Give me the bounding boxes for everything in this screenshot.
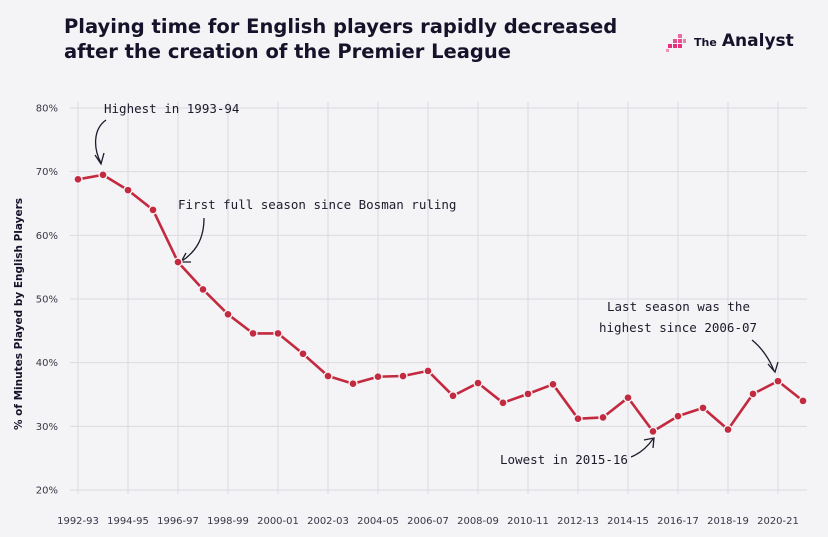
grid (70, 102, 807, 494)
data-point (323, 371, 333, 381)
data-point (548, 379, 558, 390)
annotation-last-season-2: highest since 2006-07 (599, 320, 757, 335)
data-point (598, 412, 608, 423)
arrow-head-lowest (643, 437, 655, 449)
chart-title-line-1: Playing time for English players rapidly… (64, 15, 618, 38)
y-tick-label: 60% (36, 231, 58, 242)
data-point (523, 389, 533, 399)
x-tick-label: 2016-17 (657, 516, 699, 527)
data-point (648, 426, 658, 437)
data-point (248, 328, 258, 339)
data-point (298, 349, 308, 359)
y-tick-label: 80% (36, 104, 58, 115)
x-tick-label: 2000-01 (257, 516, 299, 527)
logo-analyst: Analyst (721, 31, 794, 51)
data-point (73, 174, 83, 185)
chart-title: Playing time for English players rapidly… (64, 14, 617, 64)
data-point (173, 257, 183, 267)
x-tick-label: 1998-99 (207, 516, 249, 527)
annotation-last-season-1: Last season was the (607, 299, 750, 314)
data-point (398, 371, 408, 381)
x-tick-label: 2004-05 (357, 516, 399, 527)
data-point (448, 391, 458, 401)
analyst-bars-icon (666, 34, 686, 52)
the-analyst-logo: The Analyst (666, 30, 794, 52)
x-tick-label: 2006-07 (407, 516, 449, 527)
annotations: Highest in 1993-94 First full season sin… (94, 101, 779, 467)
data-point (748, 389, 758, 399)
arrow-head-highest (94, 152, 105, 166)
data-point (473, 378, 483, 388)
data-point (623, 392, 633, 403)
data-point (773, 376, 783, 386)
y-axis-label: % of Minutes Played by English Players (13, 198, 25, 430)
data-point (373, 371, 383, 382)
arrow-head-last-season (767, 361, 779, 374)
chart-title-line-2: after the creation of the Premier League (64, 40, 511, 63)
annotation-lowest: Lowest in 2015-16 (500, 452, 628, 467)
data-point (798, 396, 808, 406)
arrow-bosman (181, 217, 205, 262)
data-point (348, 378, 358, 389)
data-point (148, 205, 158, 215)
arrow-lowest (630, 438, 654, 458)
x-tick-label: 2002-03 (307, 516, 349, 527)
x-tick-label: 2020-21 (757, 516, 799, 527)
x-tick-label: 2018-19 (707, 516, 749, 527)
x-tick-label: 2014-15 (607, 516, 649, 527)
data-point (223, 309, 233, 319)
data-point (723, 424, 733, 435)
annotation-bosman: First full season since Bosman ruling (178, 197, 456, 212)
data-points (73, 170, 808, 437)
data-point (273, 328, 283, 339)
x-tick-label: 1992-93 (57, 516, 99, 527)
axes: 20% 30% 40% 50% 60% 70% 80% 1992-93 1994-95 1996-… (36, 104, 799, 528)
annotation-highest: Highest in 1993-94 (104, 101, 239, 116)
x-tick-label: 1994-95 (107, 516, 149, 527)
x-tick-label: 2008-09 (457, 516, 499, 527)
x-tick-label: 2012-13 (557, 516, 599, 527)
data-point (123, 185, 133, 195)
data-point (498, 398, 508, 408)
y-tick-label: 20% (36, 486, 58, 497)
y-tick-label: 30% (36, 422, 58, 433)
logo-the: The (694, 36, 717, 49)
y-tick-label: 70% (36, 167, 58, 178)
data-point (698, 403, 708, 413)
data-point (573, 413, 583, 424)
x-tick-label: 2010-11 (507, 516, 549, 527)
data-point (673, 411, 683, 421)
logo-wordmark: The Analyst (694, 31, 794, 51)
x-tick-label: 1996-97 (157, 516, 199, 527)
data-point (198, 284, 208, 295)
arrow-highest (94, 119, 107, 164)
data-point (98, 170, 108, 180)
y-tick-label: 40% (36, 358, 58, 369)
y-tick-label: 50% (36, 295, 58, 306)
arrow-last-season (751, 339, 775, 372)
data-point (423, 366, 433, 376)
